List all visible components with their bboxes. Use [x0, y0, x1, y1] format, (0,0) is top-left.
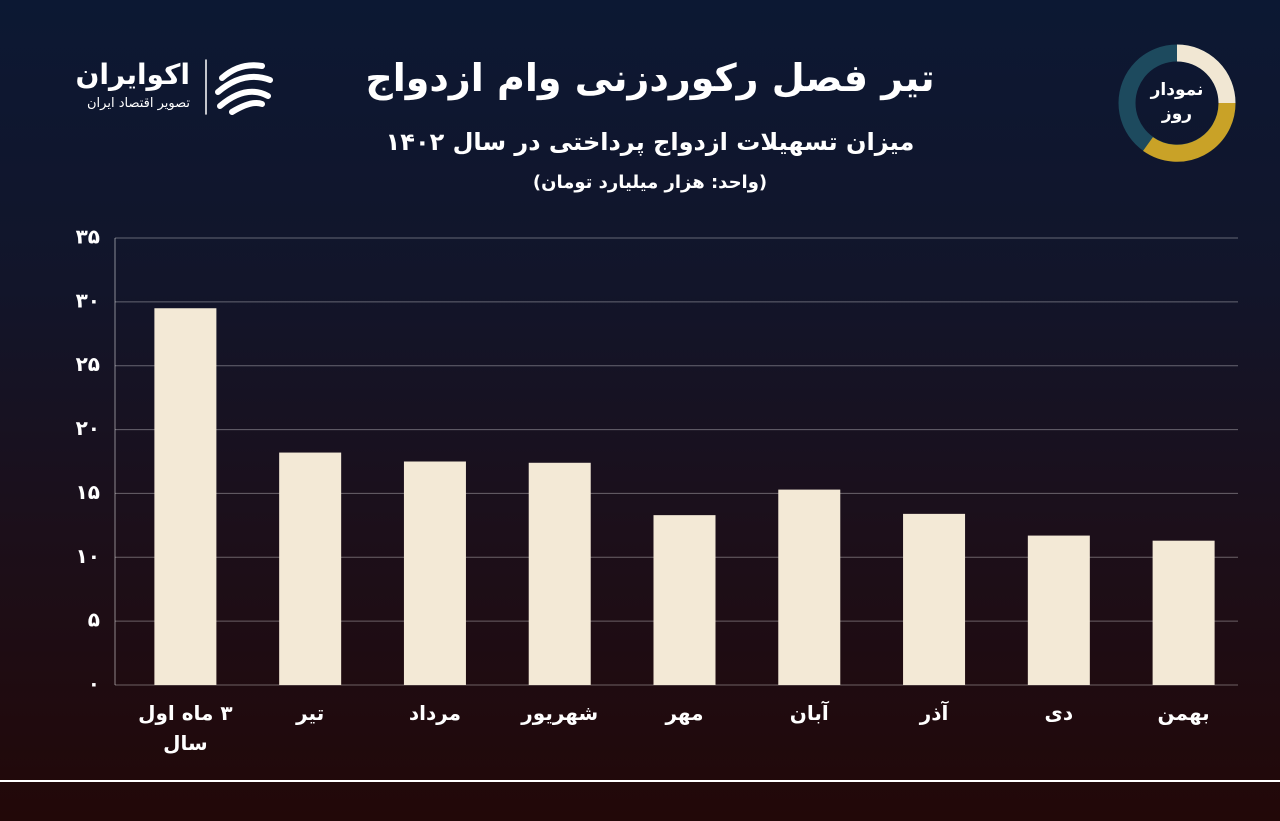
y-tick-label: ۳۰ [76, 288, 100, 312]
unit-note: (واحد: هزار میلیارد تومان) [532, 172, 768, 193]
badge-label: نمودار روز [1150, 80, 1204, 124]
x-tick-label: بهمن [1157, 701, 1210, 725]
x-tick-label: ۳ ماه اول سال [138, 701, 233, 755]
logo-icon [205, 59, 273, 115]
logo-name: اکوایران [75, 58, 190, 91]
y-tick-label: ۲۵ [76, 352, 100, 376]
bar [154, 308, 217, 685]
x-tick-label: تیر [296, 701, 325, 725]
x-tick-label: آذر [919, 701, 949, 725]
bar [403, 461, 466, 685]
bar [653, 515, 716, 685]
x-tick-label: آبان [789, 701, 829, 725]
x-tick-label: دی [1044, 701, 1074, 725]
bar [528, 462, 591, 685]
y-tick-label: ۵ [88, 608, 100, 632]
y-tick-label: ۱۵ [76, 480, 100, 504]
y-tick-label: ۰ [88, 672, 100, 696]
x-tick-label: مرداد [408, 701, 462, 725]
x-tick-label: شهریور [521, 701, 599, 725]
bar [1027, 535, 1090, 685]
chart-title: تیر فصل رکوردزنی وام ازدواج [365, 56, 935, 100]
logo-tagline: تصویر اقتصاد ایران [87, 96, 190, 111]
x-tick-label: مهر [665, 701, 704, 725]
chart-subtitle: میزان تسهیلات ازدواج پرداختی در سال ۱۴۰۲ [385, 128, 915, 156]
y-tick-label: ۱۰ [76, 544, 100, 568]
bar [903, 513, 966, 685]
bar [279, 452, 342, 685]
badge-donut [1118, 44, 1236, 162]
bar [1152, 540, 1215, 685]
y-tick-label: ۳۵ [76, 225, 100, 249]
bar [778, 489, 841, 685]
y-tick-label: ۲۰ [76, 416, 100, 440]
